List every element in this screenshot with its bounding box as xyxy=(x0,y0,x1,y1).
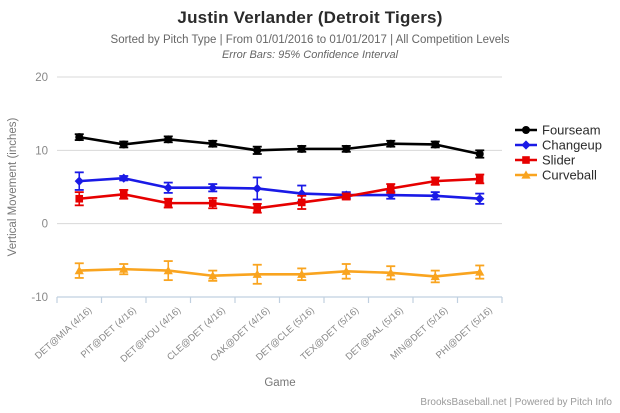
data-point-slider[interactable] xyxy=(208,199,217,207)
data-point-slider[interactable] xyxy=(119,190,128,199)
y-tick-label: 0 xyxy=(42,219,48,231)
credit-text: BrooksBaseball.net | Powered by Pitch In… xyxy=(420,397,612,408)
data-point-slider[interactable] xyxy=(342,192,351,201)
y-tick-label: -10 xyxy=(31,292,48,304)
data-point-slider[interactable] xyxy=(164,199,173,207)
data-point-changeup[interactable] xyxy=(119,173,129,183)
legend-marker-curveball xyxy=(521,170,531,179)
series-line-slider xyxy=(77,177,482,210)
data-point-slider[interactable] xyxy=(253,204,262,213)
data-point-changeup[interactable] xyxy=(475,194,485,204)
y-axis-title: Vertical Movement (inches) xyxy=(7,117,19,256)
series-line-changeup xyxy=(77,176,482,201)
data-point-fourseam[interactable] xyxy=(431,140,440,149)
series-line-fourseam xyxy=(77,135,482,156)
data-point-curveball[interactable] xyxy=(252,269,262,278)
chart-header: Justin Verlander (Detroit Tigers) Sorted… xyxy=(0,0,620,61)
data-point-slider[interactable] xyxy=(75,194,84,203)
legend-label-changeup[interactable]: Changeup xyxy=(542,138,602,153)
error-bars-note: Error Bars: 95% Confidence Interval xyxy=(221,49,399,61)
legend-marker-changeup xyxy=(521,140,531,150)
data-point-changeup[interactable] xyxy=(74,176,84,186)
data-point-curveball[interactable] xyxy=(341,266,351,275)
data-point-changeup[interactable] xyxy=(208,183,218,193)
series-line-curveball xyxy=(77,267,482,278)
legend-marker-fourseam xyxy=(522,126,530,134)
data-point-fourseam[interactable] xyxy=(386,139,395,148)
data-point-changeup[interactable] xyxy=(163,183,173,193)
data-point-fourseam[interactable] xyxy=(208,139,217,148)
vertical-movement-chart: Vertical Movement (inches) Game -10 0 10 20… xyxy=(7,72,602,389)
chart-subtitle: Sorted by Pitch Type | From 01/01/2016 t… xyxy=(110,34,510,46)
data-point-slider[interactable] xyxy=(386,184,395,193)
data-point-curveball[interactable] xyxy=(430,271,440,281)
data-point-curveball[interactable] xyxy=(386,268,396,277)
data-point-slider[interactable] xyxy=(297,198,306,207)
legend-label-slider[interactable]: Slider xyxy=(542,153,576,168)
data-point-fourseam[interactable] xyxy=(297,144,306,153)
data-point-curveball[interactable] xyxy=(74,266,84,275)
data-point-changeup[interactable] xyxy=(430,191,440,201)
data-point-changeup[interactable] xyxy=(252,183,262,194)
data-point-fourseam[interactable] xyxy=(253,146,262,155)
chart-title: Justin Verlander (Detroit Tigers) xyxy=(177,8,443,27)
data-point-curveball[interactable] xyxy=(163,266,173,275)
y-tick-label: 10 xyxy=(35,145,48,157)
data-point-curveball[interactable] xyxy=(475,267,485,276)
data-point-fourseam[interactable] xyxy=(342,144,351,153)
y-tick-label: 20 xyxy=(35,72,48,84)
data-point-curveball[interactable] xyxy=(208,271,218,280)
legend-label-fourseam[interactable]: Fourseam xyxy=(542,123,601,138)
data-point-slider[interactable] xyxy=(431,177,440,185)
data-point-fourseam[interactable] xyxy=(164,135,173,144)
data-point-slider[interactable] xyxy=(475,175,484,183)
legend-marker-slider xyxy=(522,156,530,164)
data-point-fourseam[interactable] xyxy=(75,133,84,142)
x-axis-title: Game xyxy=(264,377,295,389)
data-point-fourseam[interactable] xyxy=(119,140,128,149)
data-point-curveball[interactable] xyxy=(119,264,129,273)
data-point-curveball[interactable] xyxy=(297,269,307,278)
legend-label-curveball[interactable]: Curveball xyxy=(542,168,597,183)
data-point-fourseam[interactable] xyxy=(475,150,484,158)
